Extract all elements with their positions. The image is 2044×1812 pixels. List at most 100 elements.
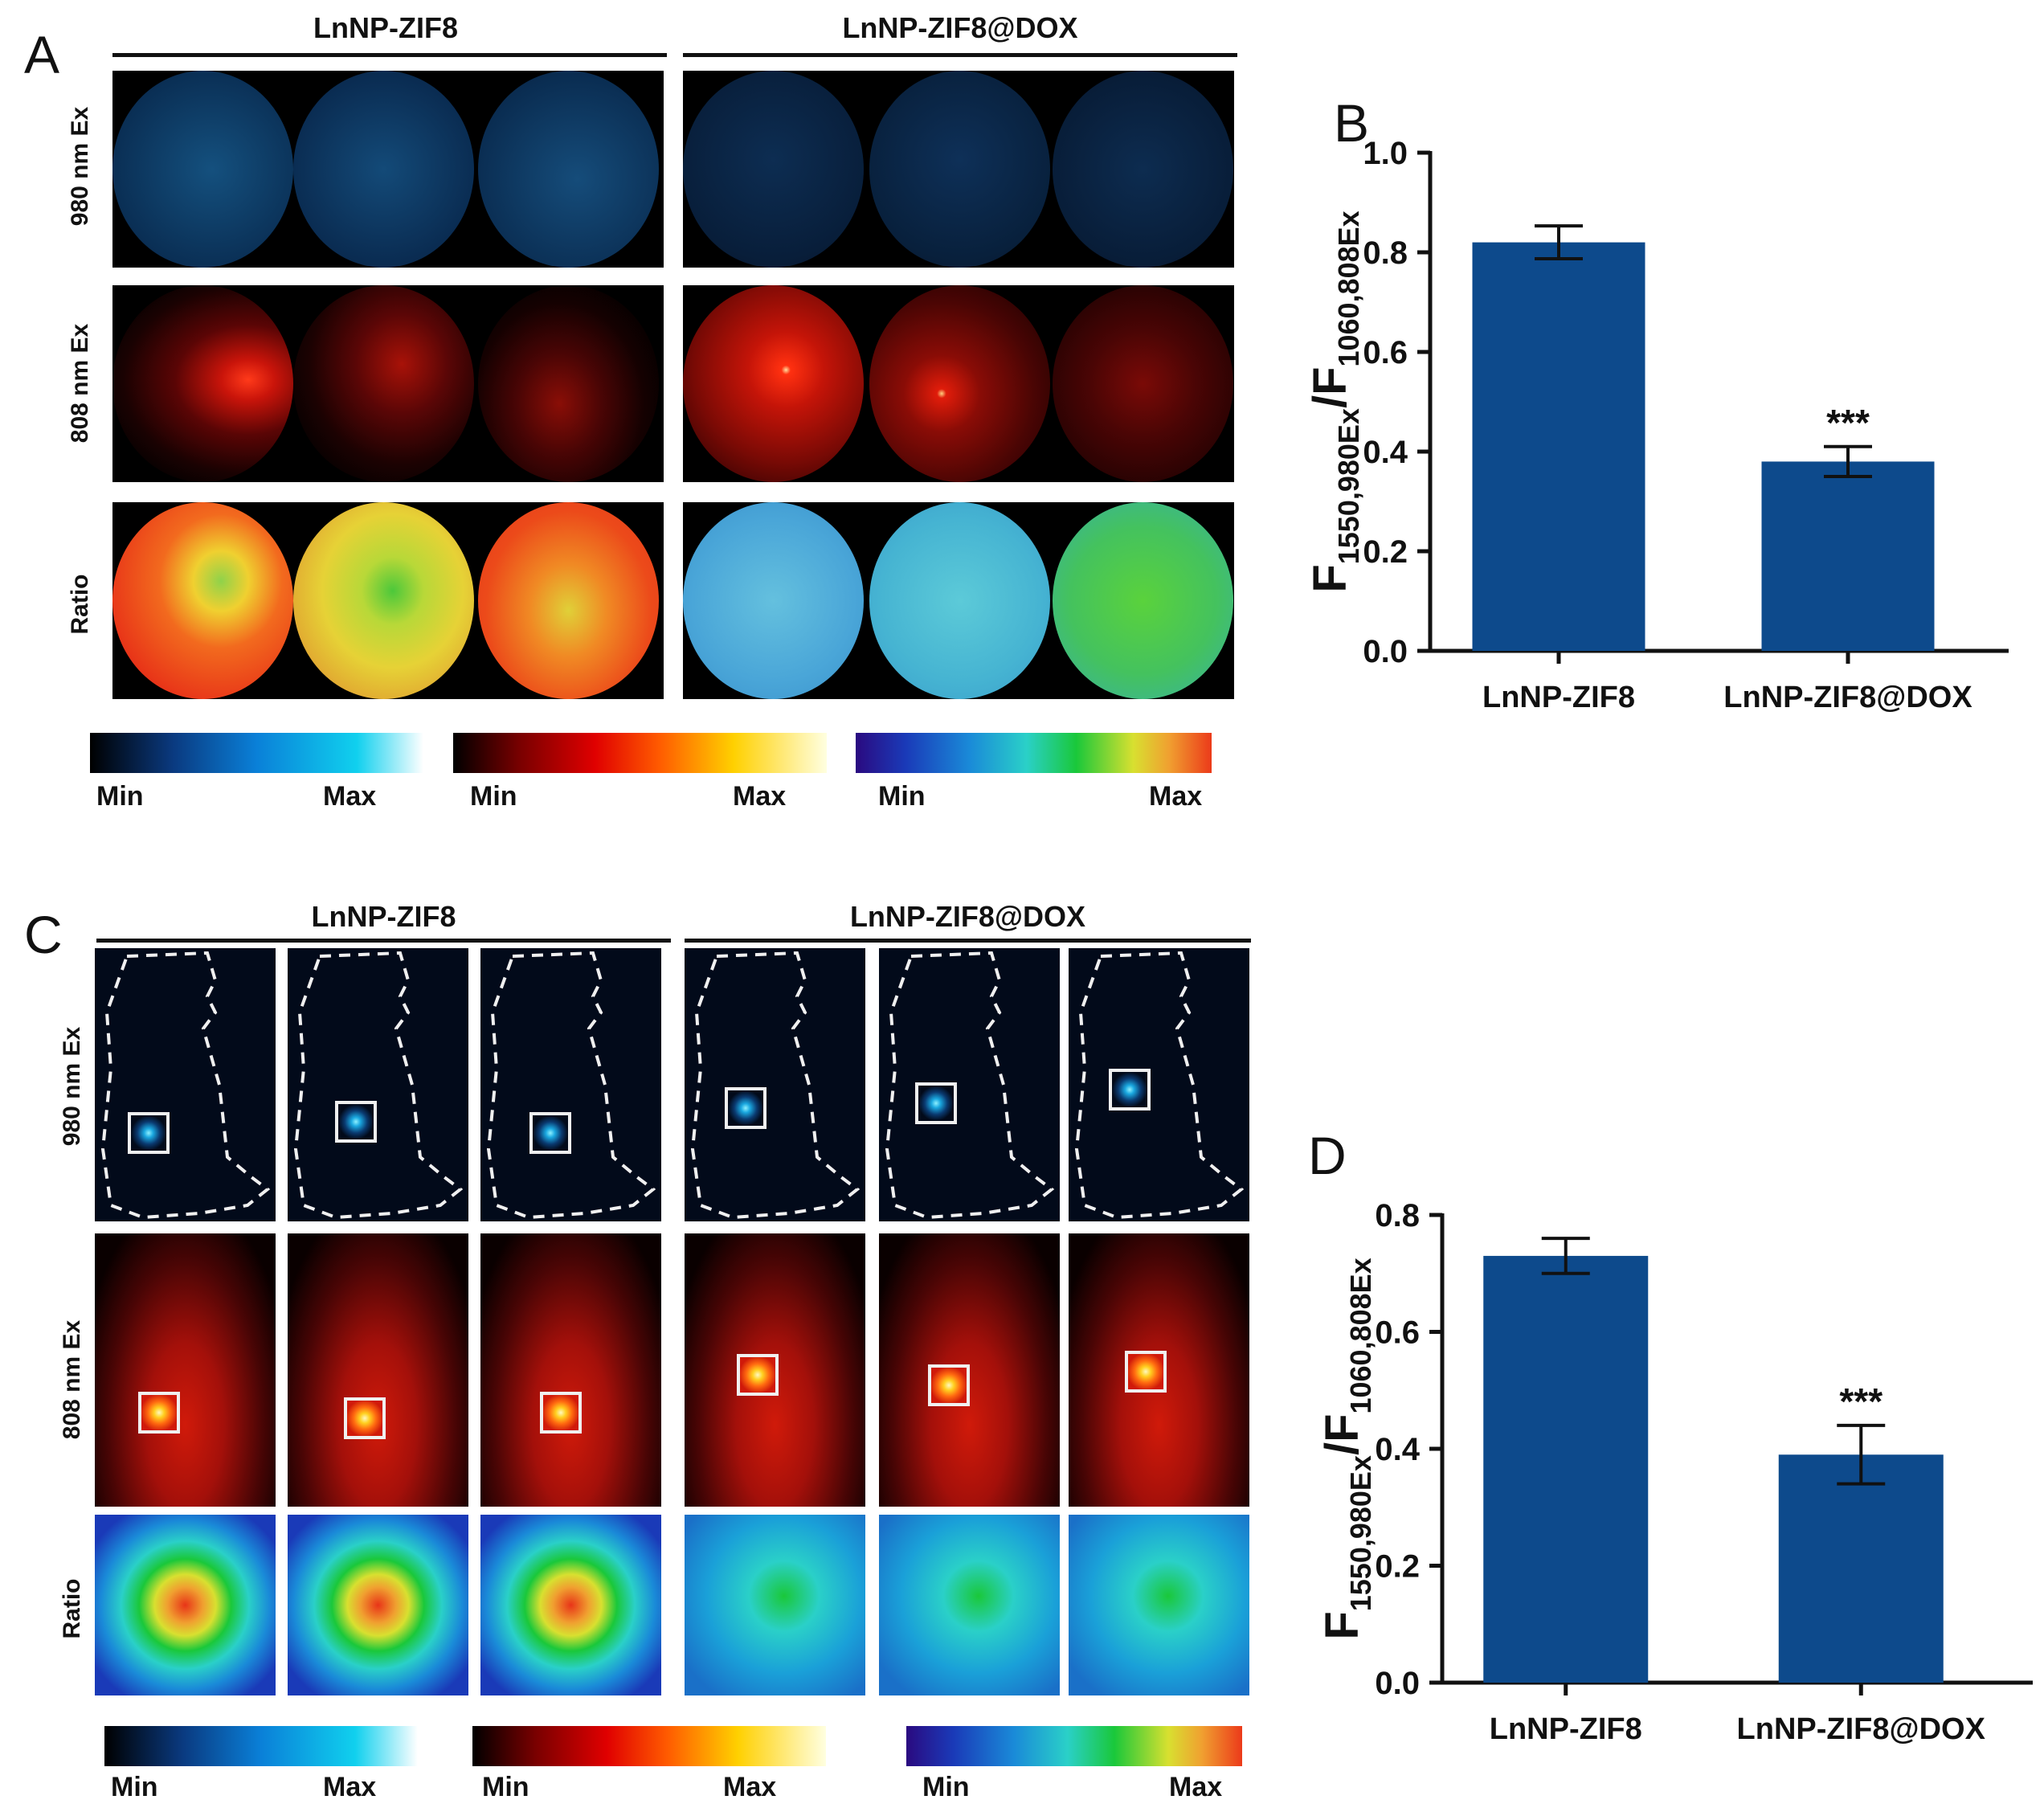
roi-box bbox=[927, 1364, 970, 1407]
well bbox=[293, 502, 474, 699]
x-tick-label: LnNP-ZIF8 bbox=[1490, 1712, 1642, 1746]
well bbox=[293, 285, 474, 482]
mouse-outline bbox=[885, 951, 1055, 1220]
panel-a-colorbar-blue bbox=[90, 733, 423, 773]
panel-a-colorbar-red-min: Min bbox=[470, 781, 517, 812]
roi-box bbox=[343, 1397, 386, 1439]
panel-a-980-group1-image bbox=[112, 71, 664, 268]
panel-c-ratio-tile bbox=[685, 1515, 865, 1695]
panel-c-ratio-tile bbox=[480, 1515, 661, 1695]
panel-c-colorbar-blue-min: Min bbox=[111, 1772, 158, 1802]
y-axis-label-part: 1060,808Ex bbox=[1344, 1258, 1377, 1413]
panel-a-letter: A bbox=[24, 25, 60, 84]
panel-c-row-label-808: 808 nm Ex bbox=[59, 1319, 85, 1440]
panel-a-row-label-980: 980 nm Ex bbox=[67, 106, 93, 227]
panel-c-808-tile bbox=[480, 1233, 661, 1507]
y-tick-label: 0.6 bbox=[1375, 1315, 1420, 1351]
panel-a-group-1-title: LnNP-ZIF8 bbox=[313, 11, 458, 44]
chart-b: 0.0 0.2 0.4 0.6 0.8 1.0 LnNP-ZIF8 LnNP-ZIF8@DOX… bbox=[1304, 136, 2009, 714]
well bbox=[478, 502, 659, 699]
panel-c-row-label-980: 980 nm Ex bbox=[59, 1026, 85, 1147]
panel-a-808-group1-image bbox=[112, 285, 664, 482]
panel-c-ratio-tile bbox=[288, 1515, 468, 1695]
panel-c-colorbar-blue bbox=[104, 1726, 418, 1766]
panel-a-ratio-group2-image bbox=[683, 502, 1234, 699]
well bbox=[293, 71, 474, 268]
y-axis-label: F1550,980Ex/F1060,808Ex bbox=[1304, 211, 1365, 592]
y-tick-label: 0.4 bbox=[1363, 435, 1408, 470]
panel-a-980-group2-image bbox=[683, 71, 1234, 268]
x-tick-label: LnNP-ZIF8@DOX bbox=[1723, 681, 1972, 714]
panel-c-group-2-title: LnNP-ZIF8@DOX bbox=[849, 900, 1086, 933]
panel-c-980-tile bbox=[685, 948, 865, 1221]
panel-a-colorbar-blue-max: Max bbox=[323, 781, 377, 812]
panel-c-letter: C bbox=[24, 905, 63, 964]
bar bbox=[1778, 1454, 1944, 1683]
well bbox=[478, 71, 659, 268]
y-axis-label-part: F bbox=[1316, 1611, 1368, 1639]
y-axis-label-part: 1550,980Ex bbox=[1344, 1455, 1377, 1611]
panel-c-808-tile bbox=[1069, 1233, 1249, 1507]
well bbox=[112, 502, 293, 699]
y-tick-label: 1.0 bbox=[1363, 136, 1408, 171]
y-axis-label: F1550,980Ex/F1060,808Ex bbox=[1316, 1258, 1377, 1639]
panel-c-980-tile bbox=[480, 948, 661, 1221]
y-axis-label-part: 1550,980Ex bbox=[1332, 408, 1365, 564]
mouse-outline bbox=[100, 951, 271, 1220]
well bbox=[683, 285, 864, 482]
panel-c-colorbar-red-min: Min bbox=[482, 1772, 529, 1802]
well bbox=[869, 285, 1050, 482]
panel-c-ratio-tile bbox=[1069, 1515, 1249, 1695]
panel-a-colorbar-red bbox=[453, 733, 827, 773]
panel-c-colorbar-rainbow-min: Min bbox=[922, 1772, 970, 1802]
well bbox=[112, 285, 293, 482]
roi-box bbox=[529, 1112, 571, 1154]
y-tick-label: 0.8 bbox=[1375, 1198, 1420, 1233]
panel-a-group-1-line bbox=[112, 53, 667, 57]
panel-d-letter: D bbox=[1308, 1126, 1347, 1185]
y-tick-label: 0.4 bbox=[1375, 1432, 1420, 1467]
bar bbox=[1761, 461, 1935, 651]
panel-a-colorbar-red-max: Max bbox=[733, 781, 787, 812]
y-axis-label-part: F bbox=[1304, 564, 1356, 592]
panel-a-group-2-line bbox=[683, 53, 1237, 57]
x-tick-label: LnNP-ZIF8 bbox=[1482, 681, 1635, 714]
bar bbox=[1483, 1255, 1649, 1683]
y-tick-label: 0.2 bbox=[1363, 534, 1408, 570]
roi-box bbox=[1108, 1068, 1151, 1111]
roi-box bbox=[540, 1392, 582, 1434]
panel-c-808-tile bbox=[685, 1233, 865, 1507]
panel-c-group-1-title: LnNP-ZIF8 bbox=[311, 900, 456, 933]
well bbox=[1053, 71, 1233, 268]
roi-box bbox=[737, 1353, 779, 1396]
y-axis-label-part: /F bbox=[1316, 1414, 1368, 1456]
well bbox=[869, 502, 1050, 699]
panel-c-980-tile bbox=[879, 948, 1060, 1221]
well bbox=[869, 71, 1050, 268]
panel-c-colorbar-rainbow-max: Max bbox=[1169, 1772, 1223, 1802]
panel-c-row-label-ratio: Ratio bbox=[59, 1578, 85, 1639]
mouse-outline bbox=[486, 951, 656, 1220]
significance-label: *** bbox=[1826, 402, 1870, 444]
panel-c-980-tile bbox=[288, 948, 468, 1221]
panel-c-group-2-line bbox=[685, 939, 1251, 943]
panel-c-group-1-line bbox=[96, 939, 671, 943]
panel-a-row-label-808: 808 nm Ex bbox=[67, 323, 93, 444]
y-axis-label-part: 1060,808Ex bbox=[1332, 211, 1365, 366]
y-tick-label: 0.0 bbox=[1375, 1666, 1420, 1701]
roi-box bbox=[127, 1112, 170, 1154]
roi-box bbox=[137, 1392, 180, 1434]
panel-b-letter: B bbox=[1334, 93, 1370, 153]
panel-a-ratio-group1-image bbox=[112, 502, 664, 699]
y-tick-label: 0.8 bbox=[1363, 235, 1408, 271]
panel-a-808-group2-image bbox=[683, 285, 1234, 482]
panel-c-980-tile bbox=[95, 948, 276, 1221]
panel-a-colorbar-rainbow bbox=[856, 733, 1212, 773]
panel-a-colorbar-rainbow-min: Min bbox=[878, 781, 926, 812]
significance-label: *** bbox=[1839, 1380, 1883, 1422]
chart-d: 0.0 0.2 0.4 0.6 0.8 LnNP-ZIF8 LnNP-ZIF8@DOX ***… bbox=[1316, 1198, 2033, 1746]
y-tick-label: 0.6 bbox=[1363, 335, 1408, 370]
mouse-outline bbox=[293, 951, 464, 1220]
panel-a-group-2-title: LnNP-ZIF8@DOX bbox=[842, 11, 1078, 44]
y-tick-label: 0.0 bbox=[1363, 634, 1408, 669]
